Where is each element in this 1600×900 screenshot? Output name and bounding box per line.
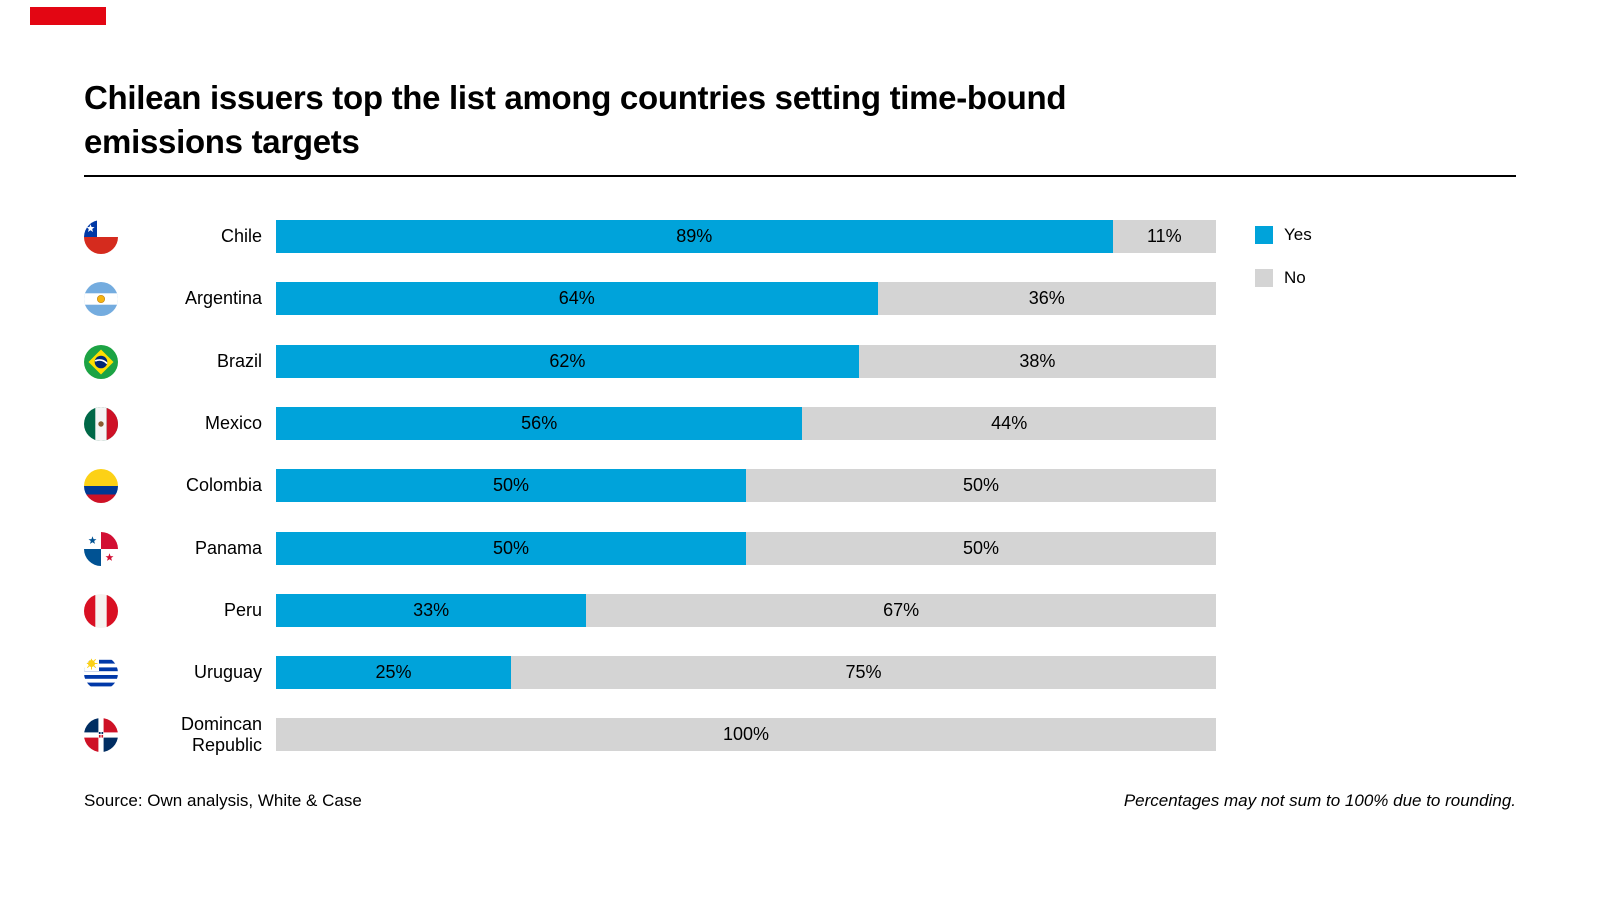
bar-segment-yes: 50% <box>276 532 746 565</box>
stacked-bar: 25% 75% <box>276 656 1216 689</box>
chart-row: Uruguay 25% 75% <box>84 655 1216 690</box>
title-divider <box>84 175 1516 177</box>
chile-flag-icon <box>84 219 118 254</box>
bar-segment-yes: 33% <box>276 594 587 627</box>
bar-segment-no: 67% <box>586 594 1216 627</box>
country-label: Domincan Republic <box>180 713 262 755</box>
panama-flag-icon <box>84 531 118 566</box>
chart-row: Domincan Republic 100% <box>84 714 1216 755</box>
country-label: Peru <box>223 600 262 620</box>
legend-label: No <box>1284 268 1306 287</box>
bar-segment-no: 50% <box>746 469 1216 502</box>
chart-row: Colombia 50% 50% <box>84 468 1216 503</box>
colombia-flag-icon <box>84 468 118 503</box>
chart-row: Peru 33% 67% <box>84 593 1216 628</box>
source-note: Source: Own analysis, White & Case <box>84 791 362 810</box>
page-title-line1: Chilean issuers top the list among count… <box>84 79 1067 116</box>
bar-segment-no: 11% <box>1112 220 1216 253</box>
bar-segment-no: 100% <box>276 718 1216 751</box>
legend-label: Yes <box>1284 225 1312 244</box>
bar-segment-no: 38% <box>858 345 1216 378</box>
bar-segment-no: 36% <box>877 282 1216 315</box>
stacked-bar: 64% 36% <box>276 282 1216 315</box>
stacked-bar: 56% 44% <box>276 407 1216 440</box>
legend-item-no: No <box>1255 268 1306 288</box>
chart-row: Chile 89% 11% <box>84 219 1216 254</box>
stacked-bar: 62% 38% <box>276 345 1216 378</box>
legend-swatch-yes <box>1255 226 1273 244</box>
chart-row: Brazil 62% 38% <box>84 344 1216 379</box>
argentina-flag-icon <box>84 281 118 316</box>
chart-row: Panama 50% 50% <box>84 531 1216 566</box>
rounding-note: Percentages may not sum to 100% due to r… <box>1123 791 1516 810</box>
bar-segment-no: 44% <box>802 407 1216 440</box>
bar-segment-yes: 25% <box>276 656 511 689</box>
stacked-bar: 89% 11% <box>276 220 1216 253</box>
bar-segment-yes: 56% <box>276 407 803 440</box>
country-label: Argentina <box>184 288 262 308</box>
bar-segment-no: 50% <box>746 532 1216 565</box>
country-label: Chile <box>220 226 262 246</box>
bar-segment-yes: 89% <box>276 220 1113 253</box>
bar-segment-yes: 64% <box>276 282 878 315</box>
country-label: Panama <box>194 538 262 558</box>
page-title: Chilean issuers top the list among count… <box>84 76 1067 164</box>
dominican-republic-flag-icon <box>84 717 118 752</box>
country-label: Mexico <box>204 413 262 433</box>
peru-flag-icon <box>84 593 118 628</box>
country-label: Uruguay <box>193 662 262 682</box>
country-label: Brazil <box>216 351 262 371</box>
chart-row: Argentina 64% 36% <box>84 281 1216 316</box>
stacked-bar: 100% <box>276 718 1216 751</box>
bar-segment-yes: 62% <box>276 345 859 378</box>
uruguay-flag-icon <box>84 655 118 690</box>
country-label: Colombia <box>185 475 262 495</box>
stacked-bar: 33% 67% <box>276 594 1216 627</box>
legend-swatch-no <box>1255 269 1273 287</box>
legend-item-yes: Yes <box>1255 225 1312 245</box>
brazil-flag-icon <box>84 344 118 379</box>
bar-segment-yes: 50% <box>276 469 746 502</box>
page-title-line2: emissions targets <box>84 123 360 160</box>
stacked-bar: 50% 50% <box>276 532 1216 565</box>
bar-segment-no: 75% <box>511 656 1216 689</box>
chart-row: Mexico 56% 44% <box>84 406 1216 441</box>
brand-accent-bar <box>30 7 106 25</box>
stacked-bar: 50% 50% <box>276 469 1216 502</box>
mexico-flag-icon <box>84 406 118 441</box>
